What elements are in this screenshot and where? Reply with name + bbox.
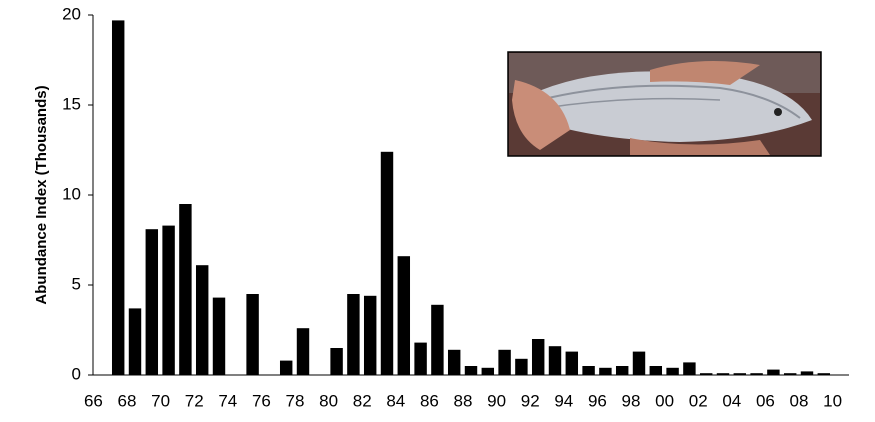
y-tick-label: 20 [62, 4, 81, 23]
x-tick-label: 66 [84, 391, 103, 410]
bar [515, 358, 528, 375]
bar [582, 366, 595, 375]
x-tick-label: 00 [655, 391, 674, 410]
bar [447, 349, 461, 375]
bar [195, 265, 209, 375]
bar [699, 373, 713, 375]
bar [783, 373, 797, 375]
x-tick-label: 72 [185, 391, 204, 410]
bar [330, 348, 343, 375]
bar [464, 366, 478, 375]
bar [632, 351, 646, 375]
x-tick-label: 92 [521, 391, 540, 410]
bar [111, 20, 125, 376]
y-axis-title: Abundance Index (Thousands) [33, 85, 50, 304]
x-tick-label: 78 [286, 391, 305, 410]
bar [800, 371, 814, 375]
bar [615, 366, 629, 375]
x-tick-label: 82 [353, 391, 372, 410]
x-tick-label: 74 [218, 391, 237, 410]
x-tick-label: 06 [756, 391, 775, 410]
x-tick-label: 10 [823, 391, 842, 410]
x-tick-label: 70 [151, 391, 170, 410]
bar [246, 294, 259, 375]
bar [750, 373, 763, 375]
bar [683, 362, 696, 375]
x-tick-label: 90 [487, 391, 506, 410]
bar [498, 349, 511, 375]
bar [212, 297, 226, 375]
bar [733, 373, 747, 375]
x-tick-label: 86 [420, 391, 439, 410]
y-tick-label: 15 [62, 94, 81, 113]
bar [716, 373, 730, 375]
bar [817, 373, 831, 375]
x-tick-label: 02 [689, 391, 708, 410]
bar [347, 294, 360, 375]
x-tick-label: 88 [454, 391, 473, 410]
bar [380, 151, 394, 375]
bar [481, 367, 495, 375]
x-tick-label: 98 [622, 391, 641, 410]
bar [397, 256, 411, 375]
bar [279, 360, 293, 375]
bar [565, 351, 579, 375]
x-tick-label: 80 [319, 391, 338, 410]
bar [531, 339, 545, 375]
bar [296, 328, 310, 375]
x-tick-label: 04 [722, 391, 741, 410]
bar [363, 295, 377, 375]
bar [666, 367, 679, 375]
x-tick-label: 84 [386, 391, 405, 410]
x-tick-label: 08 [790, 391, 809, 410]
x-tick-label: 94 [554, 391, 573, 410]
bar [431, 304, 444, 375]
bar [162, 225, 175, 375]
bar [548, 346, 562, 375]
bar [128, 308, 142, 375]
x-tick-label: 96 [588, 391, 607, 410]
fish-photo [507, 51, 822, 157]
x-tick-label: 68 [118, 391, 137, 410]
bar [649, 366, 663, 375]
y-tick-label: 5 [72, 274, 81, 293]
y-tick-label: 10 [62, 184, 81, 203]
bar [179, 204, 192, 375]
y-tick-label: 0 [72, 364, 81, 383]
bar [414, 342, 427, 375]
bar [767, 369, 780, 375]
bar [145, 229, 159, 375]
x-tick-label: 76 [252, 391, 271, 410]
bar [599, 367, 612, 375]
